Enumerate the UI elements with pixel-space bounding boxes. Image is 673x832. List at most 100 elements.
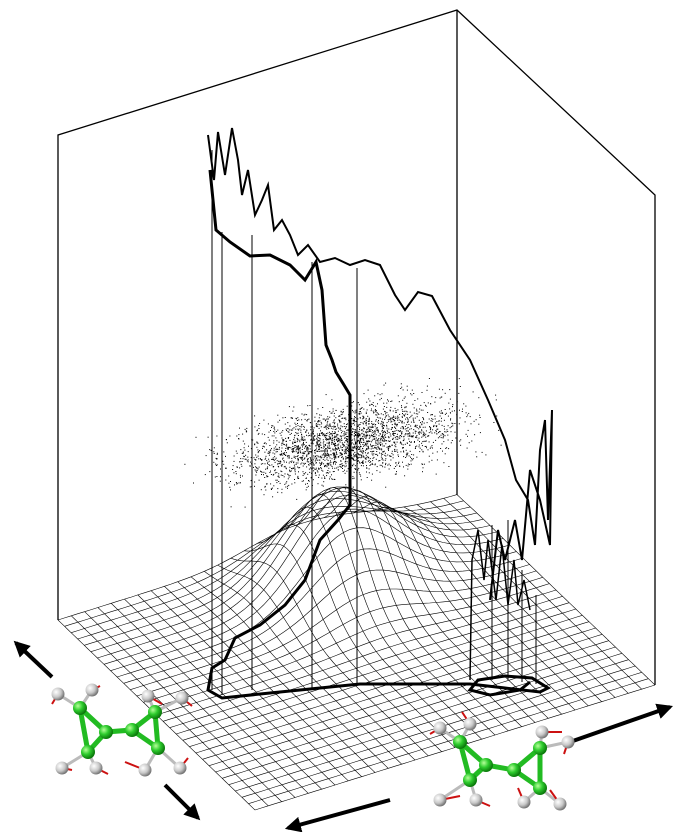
scatter-dot — [495, 395, 496, 396]
scatter-dot — [332, 435, 333, 436]
scatter-dot — [395, 424, 396, 425]
scatter-dot — [290, 434, 291, 435]
scatter-dot — [267, 462, 268, 463]
scatter-dot — [378, 422, 379, 423]
scatter-dot — [368, 432, 369, 433]
scatter-dot — [360, 434, 361, 435]
scatter-dot — [291, 468, 292, 469]
scatter-dot — [399, 414, 400, 415]
scatter-dot — [320, 442, 321, 443]
scatter-dot — [399, 438, 400, 439]
scatter-dot — [306, 430, 307, 431]
scatter-dot — [468, 413, 469, 414]
hydrogen-atom — [90, 762, 103, 775]
scatter-dot — [284, 454, 285, 455]
scatter-dot — [297, 477, 298, 478]
scatter-dot — [266, 449, 267, 450]
scatter-dot — [320, 465, 321, 466]
scatter-dot — [409, 455, 410, 456]
scatter-dot — [346, 465, 347, 466]
scatter-dot — [423, 436, 424, 437]
scatter-dot — [385, 416, 386, 417]
scatter-dot — [288, 437, 289, 438]
hydrogen-atom — [562, 736, 575, 749]
scatter-dot — [384, 467, 385, 468]
scatter-dot — [379, 449, 380, 450]
scatter-dot — [341, 440, 342, 441]
scatter-dot — [234, 456, 235, 457]
scatter-dot — [406, 430, 407, 431]
scatter-dot — [466, 416, 467, 417]
scatter-dot — [284, 462, 285, 463]
scatter-dot — [287, 428, 288, 429]
scatter-dot — [397, 418, 398, 419]
scatter-dot — [333, 463, 334, 464]
scatter-dot — [425, 427, 426, 428]
scatter-dot — [302, 449, 303, 450]
scatter-dot — [323, 459, 324, 460]
scatter-dot — [401, 433, 402, 434]
grid-line — [216, 647, 616, 772]
scatter-dot — [370, 437, 371, 438]
scatter-dot — [395, 444, 396, 445]
scatter-dot — [388, 421, 389, 422]
scatter-dot — [345, 459, 346, 460]
scatter-dot — [459, 423, 460, 424]
scatter-dot — [399, 431, 400, 432]
scatter-dot — [297, 438, 298, 439]
scatter-dot — [265, 490, 266, 491]
scatter-dot — [254, 457, 255, 458]
scatter-dot — [297, 423, 298, 424]
scatter-dot — [288, 447, 289, 448]
scatter-dot — [304, 451, 305, 452]
scatter-dot — [303, 466, 304, 467]
scatter-dot — [322, 451, 323, 452]
scatter-dot — [363, 431, 364, 432]
scatter-dot — [402, 421, 403, 422]
scatter-dot — [333, 433, 334, 434]
hydrogen-atom — [434, 722, 447, 735]
carbon-atom — [479, 758, 493, 772]
scatter-dot — [493, 422, 494, 423]
scatter-dot — [342, 414, 343, 415]
scatter-dot — [320, 467, 321, 468]
scatter-dot — [431, 460, 432, 461]
scatter-dot — [361, 465, 362, 466]
scatter-dot — [335, 457, 336, 458]
scatter-dot — [383, 425, 384, 426]
scatter-dot — [381, 436, 382, 437]
scatter-dot — [278, 466, 279, 467]
scatter-dot — [321, 478, 322, 479]
scatter-dot — [358, 440, 359, 441]
scatter-dot — [274, 432, 275, 433]
scatter-dot — [418, 432, 419, 433]
scatter-dot — [326, 427, 327, 428]
scatter-dot — [382, 433, 383, 434]
scatter-dot — [410, 436, 411, 437]
scatter-dot — [401, 387, 402, 388]
scatter-dot — [385, 411, 386, 412]
scatter-dot — [452, 404, 453, 405]
scatter-dot — [271, 464, 272, 465]
scatter-dot — [482, 452, 483, 453]
scatter-dot — [295, 469, 296, 470]
scatter-dot — [392, 451, 393, 452]
grid-line — [204, 571, 401, 764]
scatter-dot — [243, 453, 244, 454]
scatter-dot — [329, 411, 330, 412]
scatter-dot — [478, 397, 479, 398]
scatter-dot — [347, 444, 348, 445]
scatter-dot — [327, 466, 328, 467]
scatter-dot — [393, 457, 394, 458]
scatter-dot — [220, 481, 221, 482]
scatter-dot — [270, 483, 271, 484]
scatter-dot — [344, 453, 345, 454]
scatter-dot — [214, 453, 215, 454]
scatter-dot — [299, 441, 300, 442]
scatter-dot — [422, 445, 423, 446]
scatter-dot — [274, 428, 275, 429]
scatter-dot — [345, 418, 346, 419]
scatter-dot — [373, 412, 374, 413]
scatter-dot — [384, 406, 385, 407]
scatter-dot — [269, 440, 270, 441]
